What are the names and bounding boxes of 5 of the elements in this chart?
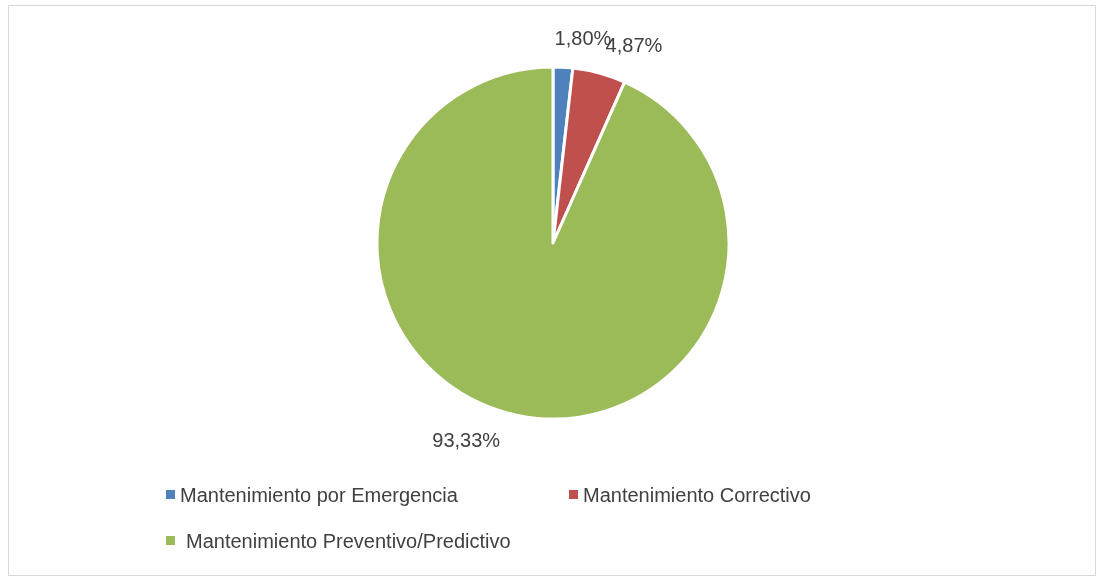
- legend-label: Mantenimiento Correctivo: [583, 484, 811, 506]
- data-label: 93,33%: [432, 428, 501, 451]
- pie-slice: [375, 65, 731, 421]
- legend-label: Mantenimiento Preventivo/Predictivo: [186, 530, 511, 552]
- legend-label: Mantenimiento por Emergencia: [180, 484, 459, 506]
